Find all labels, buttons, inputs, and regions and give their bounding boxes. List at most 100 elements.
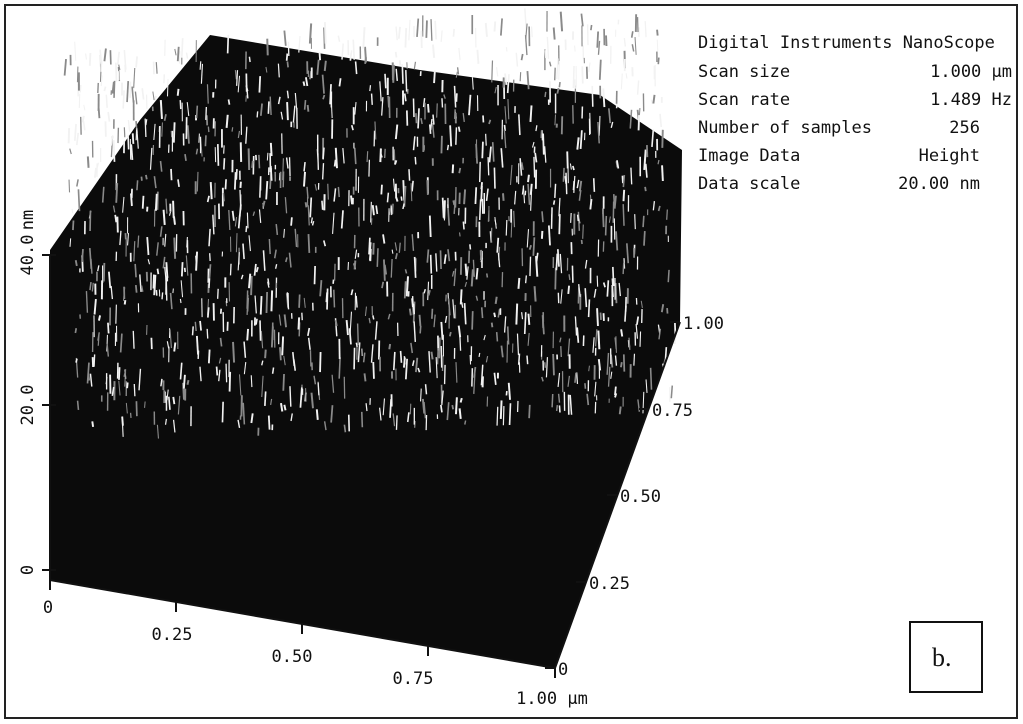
speckle-spike — [267, 153, 268, 161]
speckle-spike — [509, 383, 510, 400]
speckle-spike — [223, 193, 224, 201]
speckle-spike — [525, 312, 526, 334]
speckle-spike — [421, 389, 422, 402]
speckle-spike — [131, 144, 132, 160]
speckle-spike — [249, 148, 250, 170]
speckle-spike — [239, 215, 240, 228]
speckle-spike — [72, 209, 73, 213]
x-tick-label: 0.75 — [393, 669, 434, 689]
speckle-spike — [240, 190, 241, 209]
speckle-spike — [147, 237, 148, 255]
speckle-spike — [563, 168, 564, 182]
speckle-spike — [621, 362, 622, 367]
speckle-spike — [494, 21, 495, 31]
speckle-spike — [528, 175, 529, 182]
z-tick-label: 0 — [18, 565, 38, 575]
speckle-spike — [634, 354, 635, 366]
info-key: Scan rate — [698, 90, 790, 110]
speckle-spike — [182, 38, 183, 57]
speckle-spike — [488, 157, 489, 175]
speckle-spike — [388, 96, 389, 108]
speckle-spike — [557, 405, 558, 411]
speckle-spike — [396, 52, 397, 58]
speckle-spike — [229, 99, 230, 104]
speckle-spike — [168, 79, 169, 96]
speckle-spike — [658, 160, 659, 164]
speckle-spike — [273, 367, 274, 373]
speckle-spike — [432, 309, 433, 319]
speckle-spike — [232, 127, 233, 131]
speckle-spike — [315, 266, 316, 284]
speckle-spike — [463, 222, 464, 230]
speckle-spike — [174, 238, 175, 259]
speckle-spike — [284, 405, 285, 411]
speckle-spike — [476, 144, 477, 164]
speckle-spike — [405, 281, 406, 298]
speckle-spike — [199, 134, 200, 143]
speckle-spike — [261, 296, 262, 315]
speckle-spike — [99, 315, 100, 320]
speckle-spike — [207, 329, 208, 339]
speckle-spike — [373, 315, 374, 319]
speckle-spike — [431, 255, 432, 274]
speckle-spike — [629, 338, 630, 350]
speckle-spike — [427, 180, 428, 195]
speckle-spike — [76, 359, 77, 363]
speckle-spike — [482, 142, 483, 159]
speckle-spike — [252, 161, 253, 168]
speckle-spike — [530, 257, 531, 276]
speckle-spike — [116, 63, 117, 82]
speckle-spike — [208, 307, 209, 317]
speckle-spike — [452, 405, 453, 409]
speckle-spike — [104, 87, 105, 91]
speckle-spike — [335, 160, 336, 167]
speckle-spike — [180, 299, 181, 303]
speckle-spike — [415, 157, 416, 165]
speckle-spike — [493, 142, 494, 162]
speckle-spike — [143, 196, 144, 209]
speckle-spike — [282, 336, 283, 355]
speckle-spike — [459, 168, 460, 173]
speckle-spike — [441, 136, 442, 154]
speckle-spike — [182, 262, 183, 276]
speckle-spike — [391, 259, 392, 278]
surface — [50, 35, 682, 668]
speckle-spike — [577, 327, 578, 342]
speckle-spike — [82, 249, 83, 262]
speckle-spike — [466, 264, 467, 276]
speckle-spike — [173, 397, 174, 404]
speckle-spike — [339, 357, 340, 378]
info-value: 1.489 Hz — [930, 90, 1012, 110]
speckle-spike — [461, 289, 462, 304]
speckle-spike — [375, 121, 376, 139]
speckle-spike — [369, 318, 370, 323]
speckle-spike — [585, 383, 586, 389]
x-tick-label: 0 — [43, 598, 53, 618]
info-title: Digital Instruments NanoScope — [698, 33, 995, 53]
speckle-spike — [327, 292, 328, 302]
speckle-spike — [621, 329, 622, 336]
speckle-spike — [384, 259, 385, 280]
speckle-spike — [578, 212, 579, 231]
speckle-spike — [555, 184, 556, 198]
speckle-spike — [461, 398, 462, 402]
y-tick-label: 0 — [558, 660, 568, 680]
speckle-spike — [207, 84, 208, 103]
speckle-spike — [554, 28, 555, 40]
speckle-spike — [556, 254, 557, 271]
speckle-spike — [145, 119, 146, 137]
speckle-spike — [268, 101, 269, 113]
speckle-spike — [355, 261, 356, 270]
speckle-spike — [435, 21, 436, 40]
speckle-spike — [259, 155, 260, 168]
speckle-spike — [552, 394, 553, 407]
speckle-spike — [171, 169, 172, 180]
speckle-spike — [161, 100, 162, 119]
speckle-spike — [339, 78, 340, 86]
speckle-spike — [362, 412, 363, 427]
speckle-spike — [351, 196, 352, 205]
speckle-spike — [75, 124, 76, 141]
speckle-spike — [450, 332, 451, 336]
speckle-spike — [230, 264, 231, 276]
z-axis-unit: nm — [18, 210, 38, 230]
